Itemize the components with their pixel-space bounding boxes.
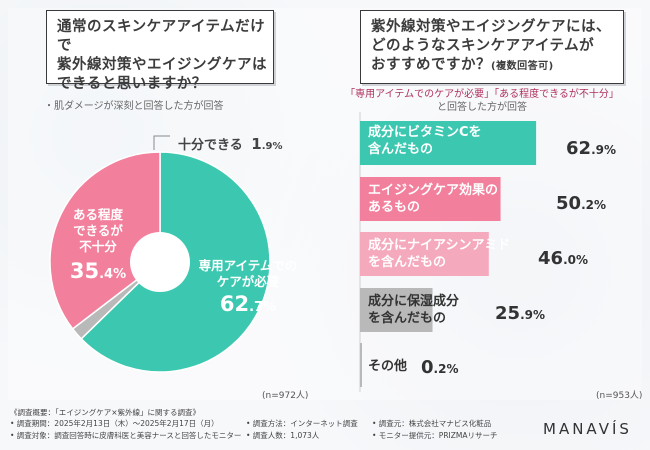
pie-value-decimal: .4% bbox=[99, 267, 127, 282]
footer-organizer: • 調査元：株式会社マナビス化粧品 bbox=[372, 419, 492, 428]
pie-label-name: 不十分 bbox=[79, 239, 117, 254]
bar-label-line: エイジングケア効果の bbox=[368, 183, 499, 198]
bar-label-line: を含んだもの bbox=[368, 311, 447, 326]
bar-label: 成分にビタミンCを 含んだもの bbox=[368, 124, 482, 158]
bar bbox=[360, 232, 489, 276]
bar-label: 成分に保湿成分 を含んだもの bbox=[368, 293, 459, 327]
pie-label-name: 専用アイテムでの bbox=[198, 258, 298, 273]
bar-value: 62.9% bbox=[566, 138, 616, 159]
pie-value-decimal: .9% bbox=[261, 141, 283, 152]
bar-value: 50.2% bbox=[556, 193, 606, 214]
footer-period: • 調査期間：2025年2月13日（木）～2025年2月17日（月） bbox=[10, 419, 219, 428]
pie-label-insufficient: ある程度 できるが 不十分 35.4% bbox=[48, 207, 148, 283]
bar bbox=[360, 343, 362, 387]
bar-value-int: 50 bbox=[556, 193, 582, 214]
left-question-line: できると思いますか？ bbox=[57, 76, 207, 92]
bar-label-line: 成分に保湿成分 bbox=[368, 294, 460, 309]
bar-value: 46.0% bbox=[538, 248, 588, 269]
footer-provider: • モニター提供元：PRIZMAリサーチ bbox=[372, 431, 498, 440]
pie-center-hole bbox=[130, 232, 190, 292]
bar-value-decimal: .9% bbox=[591, 143, 616, 157]
pie-label-name: ある程度 bbox=[72, 207, 123, 222]
footer-method: • 調査方法：インターネット調査 bbox=[246, 419, 358, 428]
bar-value-int: 46 bbox=[538, 248, 564, 269]
pie-label-special-care: 専用アイテムでの ケアが必要 62.7% bbox=[168, 258, 328, 316]
pie-value: 1 bbox=[251, 135, 262, 153]
pie-value: 62 bbox=[219, 292, 250, 316]
right-question-box: 紫外線対策やエイジングケアには、 どのようなスキンケアアイテムが おすすめですか… bbox=[360, 10, 624, 84]
bar-label-line: 含んだもの bbox=[368, 142, 434, 157]
left-note: ・肌ダメージが深刻と回答した方が回答 bbox=[44, 101, 224, 112]
right-note: 「専用アイテムでのケアが必要」「ある程度できるが不十分」 と回答した方が回答 bbox=[332, 88, 632, 114]
bar-label-line: 成分にナイアシンアミド bbox=[368, 238, 511, 253]
bar-label: 成分にナイアシンアミド を含んだもの bbox=[368, 237, 510, 271]
right-question-suffix: (複数回答可) bbox=[491, 61, 554, 72]
bar-value-decimal: .0% bbox=[563, 253, 588, 267]
bar bbox=[360, 121, 537, 165]
pie-slice-insufficient bbox=[49, 151, 161, 330]
bar-n-label: (n=953人) bbox=[596, 391, 643, 401]
bar bbox=[360, 288, 433, 332]
bar-value-decimal: .2% bbox=[581, 198, 606, 212]
bar-value-int: 25 bbox=[495, 303, 521, 324]
bar-value: 25.9% bbox=[495, 303, 545, 324]
bar-value-int: 0 bbox=[421, 357, 434, 378]
bar-value: 0.2% bbox=[421, 357, 458, 378]
bar-label-line: その他 bbox=[368, 359, 408, 374]
bar-value-decimal: .2% bbox=[433, 362, 459, 376]
right-note-line: と回答した方が回答 bbox=[437, 102, 527, 113]
pie-n-label: (n=972人) bbox=[262, 391, 309, 401]
bar-label: その他 bbox=[368, 358, 407, 375]
bar-value-int: 62 bbox=[566, 138, 592, 159]
right-question-line: どのようなスキンケアアイテムが bbox=[371, 38, 595, 54]
pie-value-decimal: .7% bbox=[249, 300, 277, 315]
footer-count: • 調査人数：1,073人 bbox=[246, 431, 320, 440]
bar bbox=[360, 177, 501, 221]
bar-label: エイジングケア効果の あるもの bbox=[368, 182, 498, 216]
pie-label-name: できるが bbox=[73, 223, 123, 238]
left-question-line: 通常のスキンケアアイテムだけで bbox=[57, 19, 266, 54]
pie-label-name: 十分できる bbox=[178, 138, 243, 153]
bar-label-line: あるもの bbox=[368, 200, 421, 215]
brand-logo: MANAVÍS bbox=[543, 420, 632, 438]
right-question-line: 紫外線対策やエイジングケアには、 bbox=[371, 19, 611, 35]
pie-label-name: ケアが必要 bbox=[216, 274, 280, 289]
left-question-line: 紫外線対策やエイジングケアは bbox=[57, 57, 267, 73]
right-question-line: おすすめですか？ bbox=[371, 57, 491, 73]
pie-label-sufficient: 十分できる 1.9% bbox=[178, 134, 283, 153]
footer-summary: 《調査概要：「エイジングケア×紫外線」に関する調査》 bbox=[10, 408, 201, 417]
pie-leader-line bbox=[153, 135, 170, 150]
right-note-line: 「専用アイテムでのケアが必要」「ある程度できるが不十分」 bbox=[345, 89, 619, 100]
left-question-box: 通常のスキンケアアイテムだけで 紫外線対策やエイジングケアは できると思いますか… bbox=[46, 10, 274, 92]
bar-label-line: 成分にビタミンCを bbox=[368, 125, 482, 140]
bar-label-line: を含んだもの bbox=[368, 255, 447, 270]
pie-value: 35 bbox=[69, 259, 100, 283]
bar-value-decimal: .9% bbox=[520, 308, 545, 322]
footer-target: • 調査対象：調査回答時に皮膚科医と美容ナースと回答したモニター bbox=[10, 431, 242, 440]
